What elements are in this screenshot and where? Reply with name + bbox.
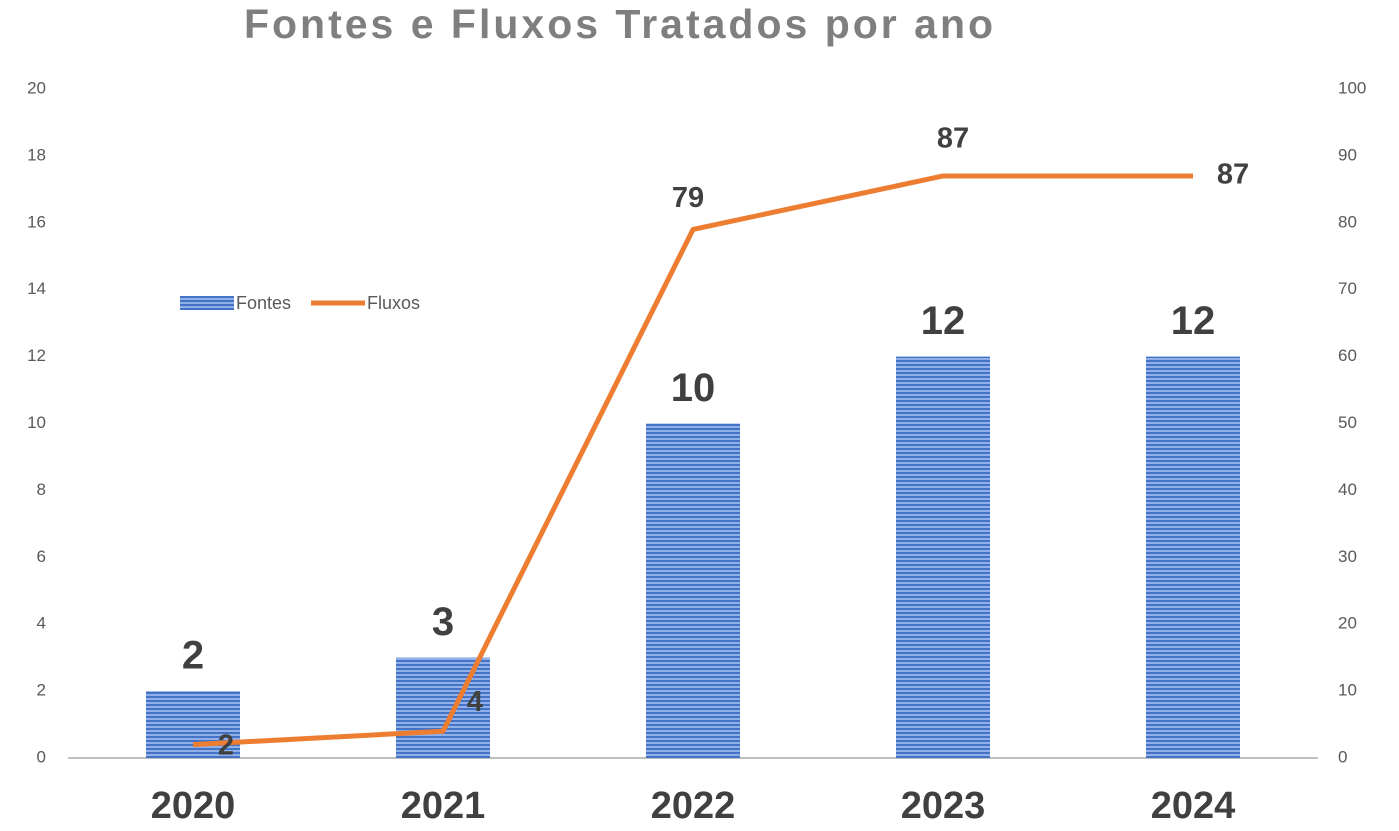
bar bbox=[146, 691, 240, 758]
legend-label: Fluxos bbox=[367, 293, 420, 313]
x-tick-label: 2022 bbox=[651, 785, 736, 827]
y-tick-label: 6 bbox=[37, 547, 46, 566]
legend-label: Fontes bbox=[236, 293, 291, 313]
x-tick-label: 2024 bbox=[1151, 785, 1236, 827]
line-value-label: 2 bbox=[218, 729, 234, 761]
y-tick-label: 2 bbox=[37, 681, 46, 700]
x-tick-label: 2021 bbox=[401, 785, 486, 827]
bar bbox=[646, 423, 740, 758]
line-value-label: 4 bbox=[467, 686, 483, 718]
bar-value-label: 10 bbox=[671, 366, 716, 410]
y-tick-label: 4 bbox=[37, 614, 46, 633]
y2-tick-label: 70 bbox=[1338, 279, 1357, 298]
legend-swatch bbox=[180, 296, 234, 310]
bar-value-label: 12 bbox=[921, 299, 966, 343]
x-tick-label: 2023 bbox=[901, 785, 986, 827]
y-tick-label: 10 bbox=[27, 413, 46, 432]
y2-tick-label: 30 bbox=[1338, 547, 1357, 566]
y-tick-label: 0 bbox=[37, 747, 46, 766]
chart-title: Fontes e Fluxos Tratados por ano bbox=[244, 1, 996, 47]
y2-tick-label: 20 bbox=[1338, 614, 1357, 633]
y-tick-label: 16 bbox=[27, 212, 46, 231]
y-tick-label: 8 bbox=[37, 480, 46, 499]
bar-value-label: 12 bbox=[1171, 299, 1216, 343]
y2-tick-label: 90 bbox=[1338, 145, 1357, 164]
y-tick-label: 20 bbox=[27, 78, 46, 97]
y2-tick-label: 80 bbox=[1338, 212, 1357, 231]
bar bbox=[396, 657, 490, 758]
line-value-label: 87 bbox=[1217, 159, 1249, 191]
y2-tick-label: 10 bbox=[1338, 681, 1357, 700]
x-tick-label: 2020 bbox=[151, 785, 236, 827]
y-tick-label: 14 bbox=[27, 279, 46, 298]
y-tick-label: 12 bbox=[27, 346, 46, 365]
y-tick-label: 18 bbox=[27, 145, 46, 164]
y2-tick-label: 100 bbox=[1338, 78, 1366, 97]
bar-value-label: 3 bbox=[432, 600, 454, 644]
y2-tick-label: 50 bbox=[1338, 413, 1357, 432]
line-value-label: 87 bbox=[937, 123, 969, 155]
bar-value-label: 2 bbox=[182, 634, 204, 678]
bar bbox=[896, 356, 990, 758]
line-value-label: 79 bbox=[672, 182, 704, 214]
bar bbox=[1146, 356, 1240, 758]
y2-tick-label: 40 bbox=[1338, 480, 1357, 499]
line bbox=[192, 173, 1193, 748]
y2-tick-label: 60 bbox=[1338, 346, 1357, 365]
y2-tick-label: 0 bbox=[1338, 747, 1347, 766]
